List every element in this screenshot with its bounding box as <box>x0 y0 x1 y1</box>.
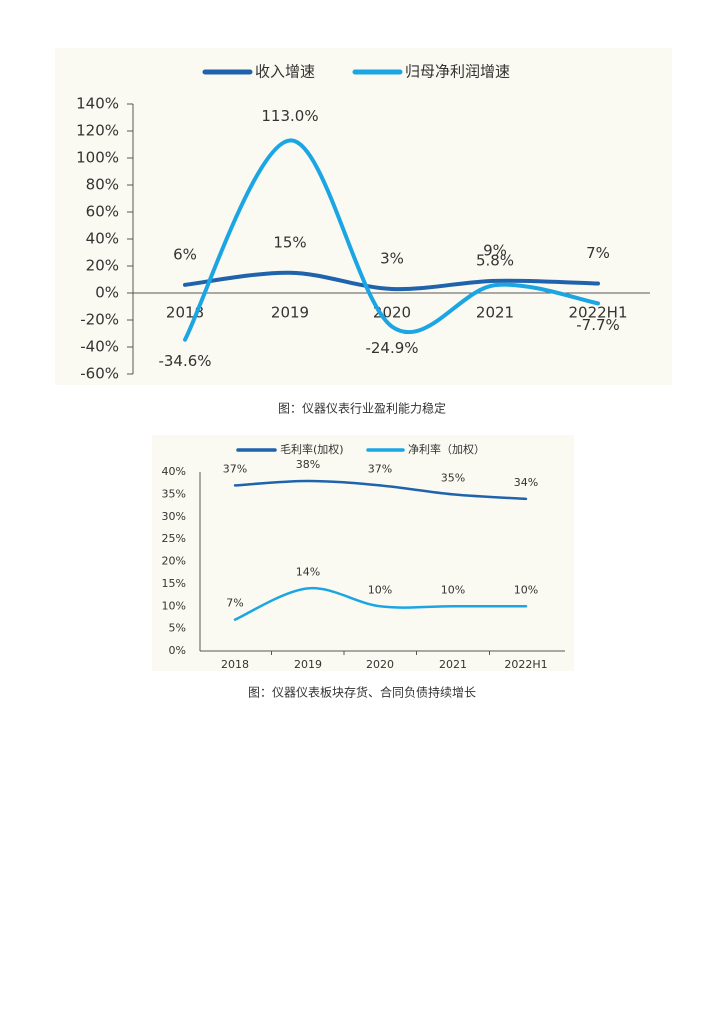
y-tick-label: 20% <box>162 555 186 568</box>
chart-background <box>152 435 574 671</box>
y-tick-label: 0% <box>169 644 186 657</box>
y-tick-label: 100% <box>76 149 119 167</box>
data-label: 38% <box>296 458 320 471</box>
y-tick-label: 80% <box>86 176 119 194</box>
x-tick-label: 2022H1 <box>569 304 628 322</box>
y-tick-label: 25% <box>162 532 186 545</box>
data-label: 5.8% <box>476 252 514 270</box>
y-tick-label: 30% <box>162 510 186 523</box>
series-line <box>233 587 528 621</box>
x-tick-label: 2021 <box>439 658 467 671</box>
y-tick-label: 35% <box>162 487 186 500</box>
x-tick-label: 2020 <box>366 658 394 671</box>
data-label: 7% <box>586 244 610 262</box>
y-tick-label: -20% <box>80 311 119 329</box>
data-label: 37% <box>223 462 247 475</box>
y-tick-label: -60% <box>80 365 119 383</box>
data-label: 3% <box>380 249 404 267</box>
data-label: 34% <box>514 476 538 489</box>
data-label: -34.6% <box>158 352 211 370</box>
data-label: -24.9% <box>365 339 418 357</box>
series-line <box>233 479 528 501</box>
y-tick-label: 40% <box>162 465 186 478</box>
x-tick-label: 2022H1 <box>504 658 547 671</box>
y-tick-label: 15% <box>162 577 186 590</box>
data-label: 7% <box>226 597 243 610</box>
x-tick-label: 2019 <box>271 304 309 322</box>
caption: 图：仪器仪表行业盈利能力稳定 <box>278 401 446 416</box>
data-label: 15% <box>273 233 306 251</box>
y-tick-label: 40% <box>86 230 119 248</box>
y-tick-label: 5% <box>169 622 186 635</box>
data-label: 6% <box>173 245 197 263</box>
data-label: -7.7% <box>576 316 620 334</box>
data-label: 113.0% <box>261 107 318 125</box>
data-label: 10% <box>441 583 465 596</box>
legend-label: 净利率（加权） <box>408 442 485 456</box>
data-label: 37% <box>368 462 392 475</box>
series-line <box>183 270 600 292</box>
x-tick-label: 2018 <box>221 658 249 671</box>
legend-label: 归母净利润增速 <box>405 63 510 81</box>
y-tick-label: 60% <box>86 203 119 221</box>
data-label: 10% <box>368 583 392 596</box>
y-tick-label: 10% <box>162 599 186 612</box>
caption: 图：仪器仪表板块存货、合同负债持续增长 <box>248 685 476 700</box>
chart-background <box>55 48 672 385</box>
data-label: 9% <box>483 241 507 259</box>
y-tick-label: -40% <box>80 338 119 356</box>
data-label: 14% <box>296 565 320 578</box>
y-tick-label: 20% <box>86 257 119 275</box>
x-tick-label: 2019 <box>294 658 322 671</box>
data-label: 35% <box>441 471 465 484</box>
x-tick-label: 2021 <box>476 304 514 322</box>
y-tick-label: 140% <box>76 95 119 113</box>
series-line <box>183 138 600 342</box>
y-tick-label: 120% <box>76 122 119 140</box>
legend-label: 收入增速 <box>255 63 315 81</box>
y-tick-label: 0% <box>95 284 119 302</box>
data-label: 10% <box>514 583 538 596</box>
legend-label: 毛利率(加权) <box>280 442 344 456</box>
